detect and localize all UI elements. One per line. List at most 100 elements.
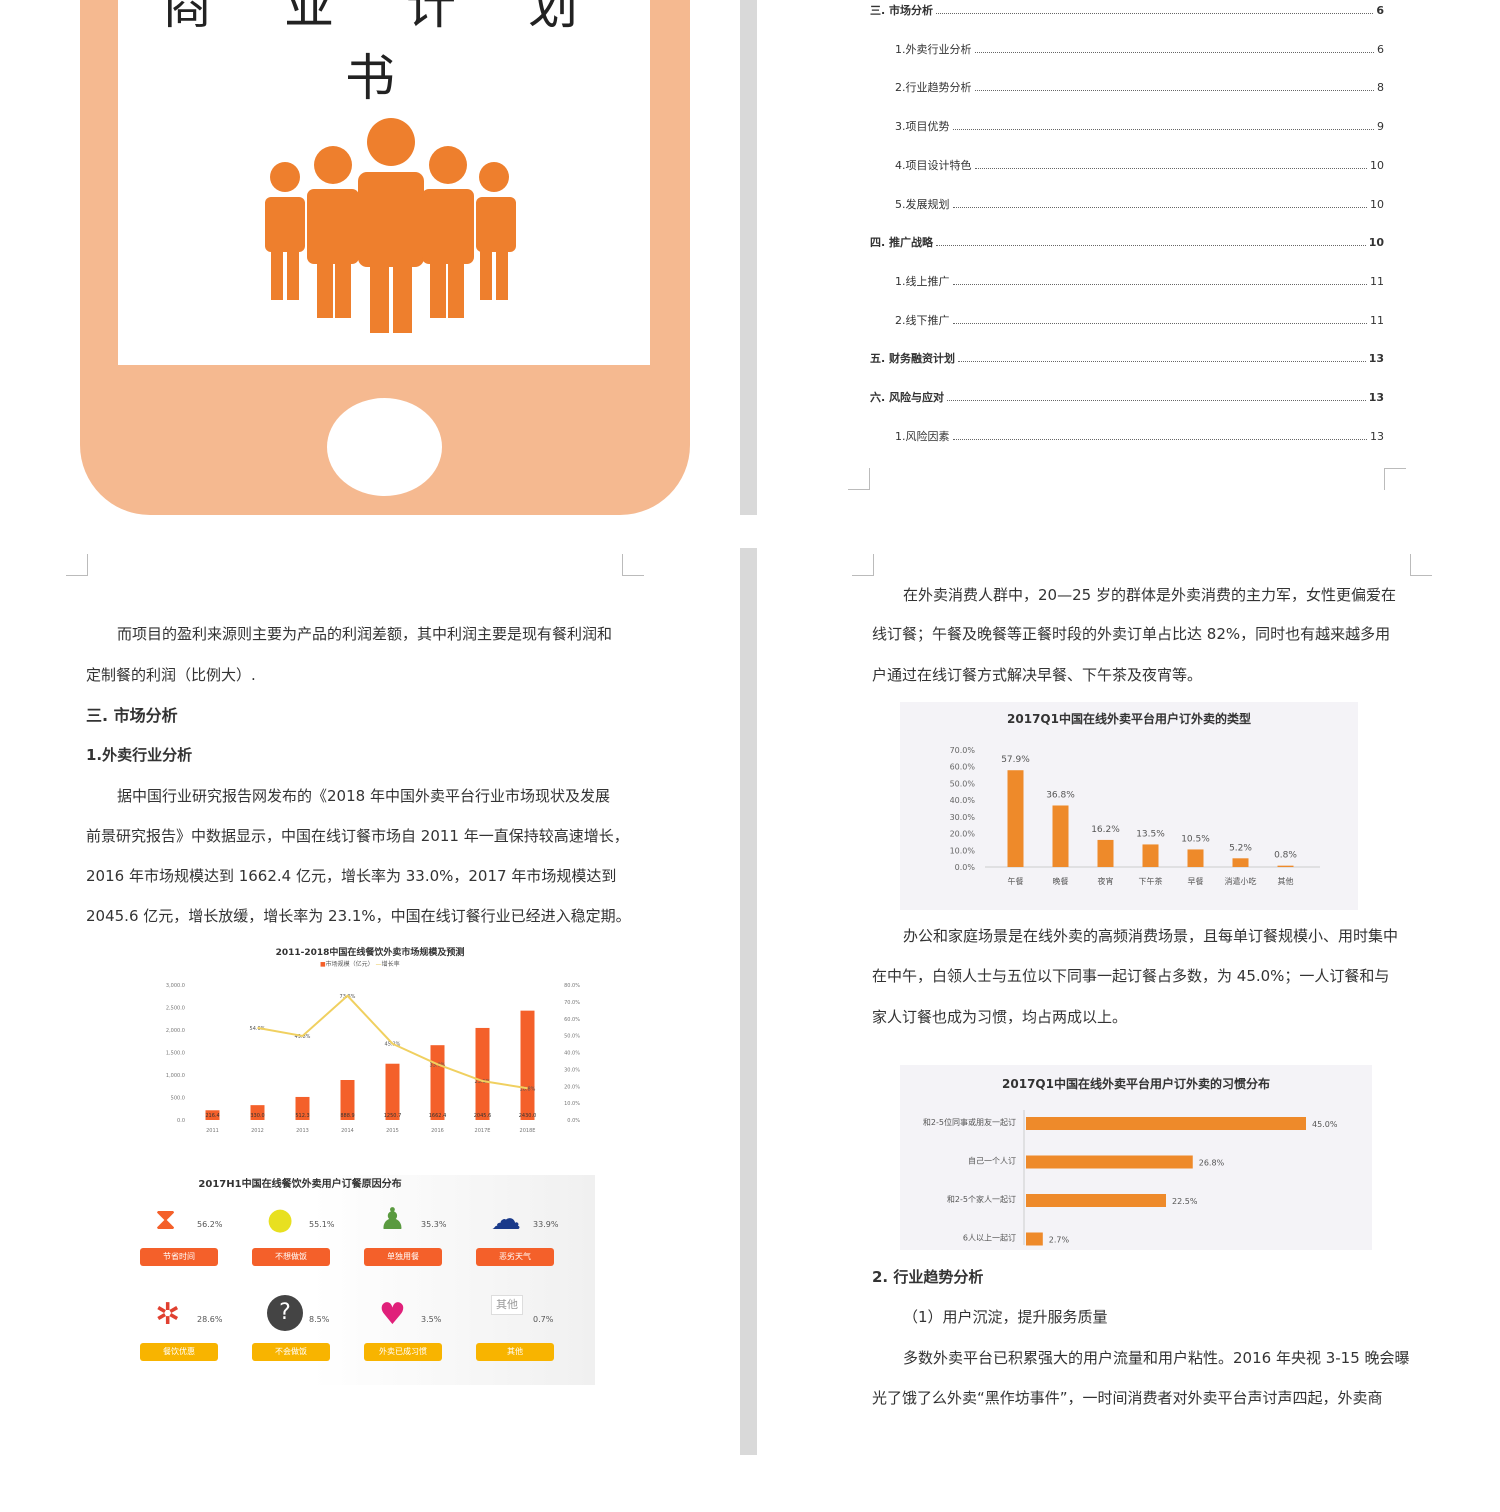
paragraph: 家人订餐也成为习惯，均占两成以上。 [872,1008,1128,1026]
page-gap-bottom [740,548,757,1455]
order-habit-chart: 2017Q1中国在线外卖平台用户订外卖的习惯分布 和2-5位同事或朋友一起订 45… [900,1065,1372,1250]
other-icon: 其他 [491,1295,523,1315]
question-icon: ? [267,1295,303,1331]
toc-label: 1.外卖行业分析 [895,42,972,56]
bar [1232,858,1249,867]
reason-value: 28.6% [197,1315,223,1324]
paragraph: 而项目的盈利来源则主要为产品的利润差额，其中利润主要是现有餐利润和 [117,625,613,643]
bar [1187,849,1204,867]
toc-page: 8 [1377,81,1384,95]
heart-icon: ♥ [379,1297,406,1332]
bar [520,1010,535,1120]
toc-entry[interactable]: 1.风险因素 13 [895,428,1384,444]
bar-label: 57.9% [1001,755,1030,765]
y-tick: 和2-5个家人一起订 [947,1194,1016,1204]
bar [1052,805,1069,867]
paragraph: 据中国行业研究报告网发布的《2018 年中国外卖平台行业市场现状及发展 [117,787,610,805]
paragraph: 前景研究报告》中数据显示，中国在线订餐市场自 2011 年一直保持较高速增长， [86,827,629,845]
y-tick: 1,500.0 [166,1051,185,1057]
margin-mark [1384,468,1406,490]
people-group-icon [265,118,516,333]
reason-label: 恶劣天气 [476,1248,554,1266]
bar [1026,1232,1043,1246]
y2-tick: 20.0% [564,1084,580,1090]
toc-entry[interactable]: 2.行业趋势分析 8 [895,79,1384,95]
toc-leader [936,13,1374,14]
bar [475,1027,490,1120]
y-tick: 2,000.0 [166,1028,185,1034]
chart-title: 2017Q1中国在线外卖平台用户订外卖的习惯分布 [1002,1077,1270,1091]
x-tick: 2014 [341,1128,354,1134]
toc-entry[interactable]: 三. 市场分析 6 [870,2,1384,18]
toc-leader [952,129,1374,131]
toc-leader [952,438,1367,440]
reason-label: 不会做饭 [252,1343,330,1361]
toc-leader [936,245,1366,247]
paragraph: 办公和家庭场景是在线外卖的高频消费场景，且每单订餐规模小、用时集中 [903,927,1399,945]
toc-page: 10 [1370,158,1384,172]
reason-value: 56.2% [197,1220,223,1229]
x-tick: 消遣小吃 [1225,876,1257,886]
x-tick: 午餐 [1008,876,1024,886]
toc-leader [974,51,1374,53]
reason-label: 其他 [476,1343,554,1361]
toc-entry[interactable]: 四. 推广战略 10 [870,234,1384,250]
y-tick: 30.0% [950,813,976,822]
person-icon: ♟ [379,1202,406,1237]
toc-label: 五. 财务融资计划 [870,352,956,366]
x-tick: 2016 [431,1128,444,1134]
y2-tick: 0.0% [567,1118,580,1124]
toc-entry[interactable]: 五. 财务融资计划 13 [870,350,1384,366]
y-tick: 2,500.0 [166,1006,185,1012]
bar [1097,839,1114,867]
toc-entry[interactable]: 2.线下推广 11 [895,312,1384,328]
y-tick: 40.0% [950,796,976,805]
reason-value: 33.9% [533,1220,559,1229]
line-label: 18.8% [520,1086,536,1092]
toc-entry[interactable]: 六. 风险与应对 13 [870,389,1384,405]
reason-label: 不想做饭 [252,1248,330,1266]
bar [205,1110,220,1120]
toc-page: 11 [1370,274,1384,288]
x-tick: 夜宵 [1098,876,1114,886]
bar-label: 13.5% [1136,829,1165,839]
x-tick: 2012 [251,1128,264,1134]
toc-entry[interactable]: 4.项目设计特色 10 [895,157,1384,173]
toc-page: 10 [1370,197,1384,211]
hourglass-icon: ⧗ [155,1202,177,1237]
bar-label: 22.5% [1172,1197,1198,1206]
paragraph: 户通过在线订餐方式解决早餐、下午茶及夜宵等。 [872,666,1203,684]
chart-title: 2017H1中国在线餐饮外卖用户订餐原因分布 [198,1179,402,1190]
reason-value: 55.1% [309,1220,335,1229]
toc-entry[interactable]: 1.线上推广 11 [895,273,1384,289]
y2-tick: 60.0% [564,1017,580,1023]
toc-entry[interactable]: 3.项目优势 9 [895,118,1384,134]
toc-label: 3.项目优势 [895,120,950,134]
bar-label: 36.8% [1046,790,1075,800]
reason-value: 35.3% [421,1220,447,1229]
x-tick: 2015 [386,1128,399,1134]
bar-label: 1250.7 [384,1113,402,1119]
bar-label: 330.0 [250,1113,264,1119]
y2-tick: 70.0% [564,1000,580,1006]
reason-label: 外卖已成习惯 [364,1343,442,1361]
toc-entry[interactable]: 5.发展规划 10 [895,196,1384,212]
toc-entry[interactable]: 1.外卖行业分析 6 [895,41,1384,57]
margin-mark [622,554,644,576]
chart-title: 2011-2018中国在线餐饮外卖市场规模及预测 [275,948,465,958]
rain-cloud-icon: ☁ [491,1202,521,1237]
legend-bar: 市场规模（亿元） [325,961,374,968]
toc-label: 六. 风险与应对 [870,391,945,404]
y-tick: 20.0% [950,830,976,839]
margin-mark [1410,554,1432,576]
paragraph: 线订餐；午餐及晚餐等正餐时段的外卖订单占比达 82%，同时也有越来越多用 [872,625,1391,643]
x-tick: 下午茶 [1139,876,1163,886]
x-tick: 2017E [475,1128,491,1134]
y-tick: 500.0 [171,1096,185,1102]
section-heading: 三. 市场分析 [86,706,178,725]
reason-value: 8.5% [309,1315,330,1324]
y-tick: 6人以上一起订 [963,1233,1016,1243]
y-tick: 60.0% [950,763,976,772]
subsection-heading: 2. 行业趋势分析 [872,1268,984,1286]
paragraph: 多数外卖平台已积累强大的用户流量和用户粘性。2016 年央视 3-15 晚会曝 [903,1349,1410,1367]
